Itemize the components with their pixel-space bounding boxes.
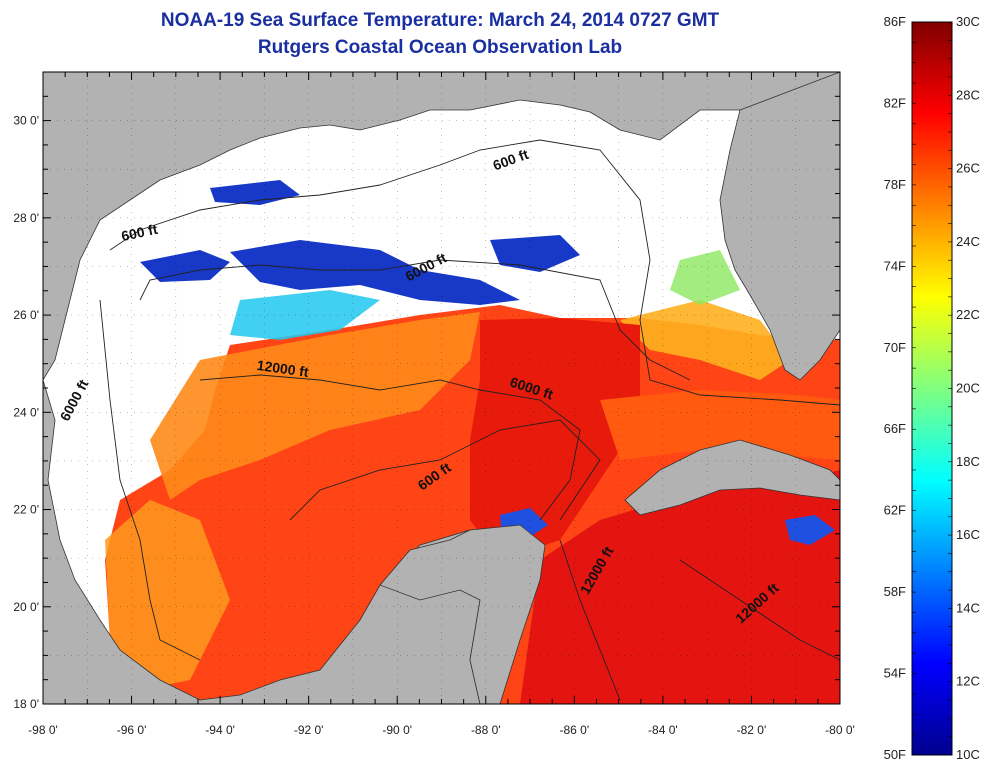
contour-12000ft-east <box>679 559 840 661</box>
graticule <box>43 72 840 704</box>
florida-straits-water <box>600 390 840 460</box>
orange-water-region <box>150 312 480 500</box>
caribbean-hot-water <box>520 470 840 704</box>
colorbar-label-c: 12C <box>956 674 980 689</box>
y-tick-label: 20 0' <box>13 600 39 614</box>
hot-water-core <box>470 318 640 560</box>
x-tick-label: -98 0' <box>28 723 58 737</box>
florida-land <box>719 72 840 381</box>
colorbar-label-f: 74F <box>884 258 906 273</box>
sw-gulf-water <box>105 500 230 690</box>
contour-12000ft <box>199 374 581 521</box>
y-tick-label: 24 0' <box>13 405 39 419</box>
contour-600ft-yucatan <box>289 419 601 521</box>
yellow-water-region <box>620 300 790 380</box>
cloud-edge-blue-1 <box>140 250 230 282</box>
colorbar-label-c: 28C <box>956 87 980 102</box>
colorbar-label-c: 16C <box>956 527 980 542</box>
colorbar-label-f: 86F <box>884 14 906 29</box>
cuba-land <box>624 439 840 516</box>
x-tick-label: -88 0' <box>471 723 501 737</box>
colorbar <box>911 21 953 756</box>
contour-6000ft-arc <box>99 299 201 661</box>
bathymetry-contours <box>99 139 840 701</box>
colorbar-label-f: 66F <box>884 421 906 436</box>
colorbar-label-c: 20C <box>956 381 980 396</box>
contour-600ft-north <box>109 139 840 406</box>
colorbar-label-f: 62F <box>884 503 906 518</box>
y-tick-label: 26 0' <box>13 308 39 322</box>
map-subtitle: Rutgers Coastal Ocean Observation Lab <box>257 37 623 58</box>
x-tick-label: -86 0' <box>560 723 590 737</box>
y-tick-label: 28 0' <box>13 211 39 225</box>
colorbar-label-c: 10C <box>956 747 980 762</box>
colorbar-label-f: 54F <box>884 666 906 681</box>
contour-label: 12000 ft <box>256 357 310 380</box>
x-tick-label: -94 0' <box>205 723 235 737</box>
colorbar-label-c: 24C <box>956 234 980 249</box>
x-tick-label: -84 0' <box>648 723 678 737</box>
y-tick-label: 30 0' <box>13 114 39 128</box>
land <box>43 72 840 704</box>
x-tick-label: -90 0' <box>382 723 412 737</box>
caribbean-blue-patch <box>785 515 835 545</box>
x-tick-label: -80 0' <box>825 723 855 737</box>
colorbar-label-c: 30C <box>956 14 980 29</box>
colorbar-label-f: 78F <box>884 177 906 192</box>
y-tick-label: 18 0' <box>13 697 39 711</box>
cloud-edge-blue-3 <box>490 235 580 272</box>
yucatan-land <box>379 524 546 704</box>
colorbar-label-f: 50F <box>884 747 906 762</box>
axis-ticks: -98 0' -96 0' -94 0' -92 0' -90 0' -88 0' -86 … <box>13 71 855 737</box>
colorbar-label-c: 14C <box>956 600 980 615</box>
x-tick-label: -96 0' <box>117 723 147 737</box>
cloud-edge-cyan <box>230 290 380 340</box>
y-tick-label: 22 0' <box>13 503 39 517</box>
contour-12000ft-caribbean <box>559 539 621 701</box>
colorbar-labels: 86F 82F 78F 74F 70F 66F 62F 58F 54F 50F 30C 28C 26C 2… <box>884 14 980 762</box>
colorbar-label-c: 18C <box>956 454 980 469</box>
colorbar-label-c: 26C <box>956 161 980 176</box>
map-title: NOAA-19 Sea Surface Temperature: March 2… <box>160 10 720 31</box>
x-tick-label: -92 0' <box>294 723 324 737</box>
colorbar-label-f: 82F <box>884 95 906 110</box>
colorbar-label-c: 22C <box>956 307 980 322</box>
cloud-edge-green <box>670 250 740 305</box>
colorbar-label-f: 58F <box>884 584 906 599</box>
contour-label: 600 ft <box>120 221 159 244</box>
x-tick-label: -82 0' <box>737 723 767 737</box>
cloud-edge-blue-2 <box>230 240 520 305</box>
contour-6000ft-west <box>139 259 691 381</box>
colorbar-label-f: 70F <box>884 340 906 355</box>
